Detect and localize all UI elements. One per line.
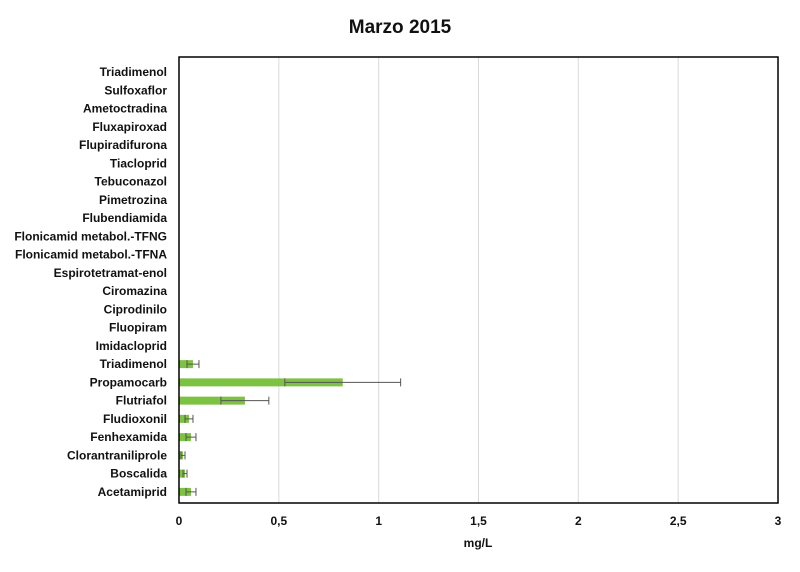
error-bars [180, 360, 402, 496]
bar [179, 433, 191, 442]
bar [179, 378, 343, 387]
category-label: Propamocarb [90, 375, 167, 389]
category-label: Fluopiram [109, 321, 167, 335]
category-label: Triadimenol [100, 357, 167, 371]
category-label: Flonicamid metabol.-TFNA [15, 248, 167, 262]
category-label: Imidacloprid [96, 339, 167, 353]
category-label: Pimetrozina [99, 193, 167, 207]
category-label: Flubendiamida [82, 211, 167, 225]
x-tick-label: 1 [375, 514, 382, 528]
x-tick-label: 2,5 [670, 514, 687, 528]
grid-lines [278, 57, 679, 503]
x-tick-label: 0 [176, 514, 183, 528]
category-label: Acetamiprid [98, 485, 167, 499]
category-label: Ametoctradina [83, 102, 167, 116]
category-label: Clorantraniliprole [67, 448, 167, 462]
category-label: Flutriafol [116, 394, 167, 408]
category-label: Fluxapiroxad [92, 120, 167, 134]
x-tick-label: 3 [775, 514, 782, 528]
bar [179, 469, 185, 478]
x-axis-label: mg/L [464, 536, 493, 550]
category-label: Flonicamid metabol.-TFNG [14, 229, 167, 243]
x-tick-label: 1,5 [470, 514, 487, 528]
category-label: Espirotetramat-enol [54, 266, 167, 280]
bar [179, 360, 193, 369]
category-label: Fludioxonil [103, 412, 167, 426]
x-tick-label: 2 [575, 514, 582, 528]
category-label: Ciprodinilo [104, 302, 167, 316]
category-labels: Triadimenol Sulfoxaflor Ametoctradina Fluxa… [14, 65, 167, 499]
category-label: Boscalida [110, 467, 167, 481]
category-label: Triadimenol [100, 65, 167, 79]
plot-frame [178, 56, 779, 504]
x-tick-label: 0,5 [270, 514, 287, 528]
bar [179, 396, 245, 405]
category-label: Fenhexamida [90, 430, 167, 444]
bar [179, 414, 189, 423]
chart-title: Marzo 2015 [349, 17, 452, 38]
category-label: Flupiradifurona [79, 138, 167, 152]
category-label: Tiacloprid [110, 156, 167, 170]
category-label: Sulfoxaflor [104, 83, 167, 97]
x-tick-labels: 0 0,5 1 1,5 2 2,5 3 [176, 514, 782, 528]
category-label: Tebuconazol [95, 175, 167, 189]
bars [179, 360, 343, 496]
bar [179, 487, 191, 496]
category-label: Ciromazina [102, 284, 167, 298]
